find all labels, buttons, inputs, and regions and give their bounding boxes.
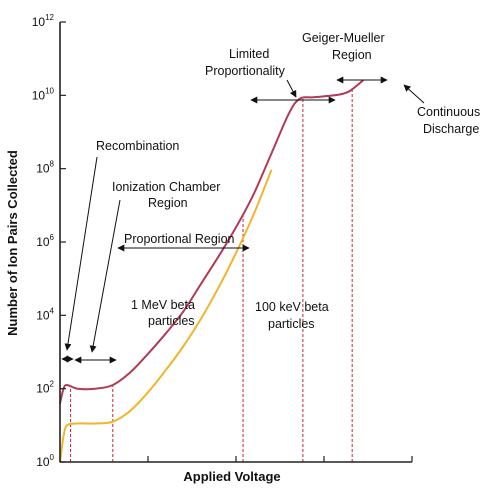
y-tick-label: 1010 [32, 86, 55, 102]
y-tick-label: 108 [36, 160, 54, 176]
limited-proportionality-label-line2: Proportionality [205, 64, 286, 78]
proportional-region-label: Proportional Region [124, 232, 235, 246]
annotations: Recombination Ionization Chamber Region … [96, 31, 480, 331]
y-tick-label: 106 [36, 233, 54, 249]
ionization-chamber-label-line1: Ionization Chamber [112, 180, 220, 194]
y-tick-label: 1012 [32, 13, 55, 29]
continuous-discharge-pointer-arrow [403, 84, 425, 104]
recombination-label: Recombination [96, 139, 179, 153]
y-tick-label: 104 [36, 306, 54, 322]
y-axis-title: Number of Ion Pairs Collected [5, 150, 20, 336]
ionization-chamber-pointer-arrow [89, 199, 121, 353]
geiger-mueller-label-line2: Region [332, 48, 372, 62]
limited-proportionality-label-line1: Limited [229, 47, 269, 61]
mev-series-label-line1: 1 MeV beta [131, 298, 195, 312]
ionization-chamber-label-line2: Region [148, 196, 188, 210]
kev-series-label-line2: particles [268, 317, 315, 331]
limited-proportionality-pointer-arrow [286, 79, 297, 98]
kev-series-label-line1: 100 keV beta [255, 300, 329, 314]
recombination-pointer-arrow [64, 156, 98, 351]
curve-100kev-beta [59, 169, 273, 463]
y-tick-label: 100 [36, 453, 54, 469]
x-axis-title: Applied Voltage [183, 469, 280, 484]
x-axis-ticks [147, 456, 413, 462]
y-axis-ticks: 100 102 104 106 108 1010 1012 [32, 13, 66, 469]
continuous-discharge-label-line2: Discharge [423, 122, 479, 136]
curves-group [59, 79, 364, 463]
geiger-mueller-label-line1: Geiger-Mueller [302, 31, 385, 45]
mev-series-label-line2: particles [148, 314, 195, 328]
continuous-discharge-label-line1: Continuous [417, 105, 480, 119]
annotation-arrows [61, 76, 425, 364]
y-tick-label: 102 [36, 380, 54, 396]
